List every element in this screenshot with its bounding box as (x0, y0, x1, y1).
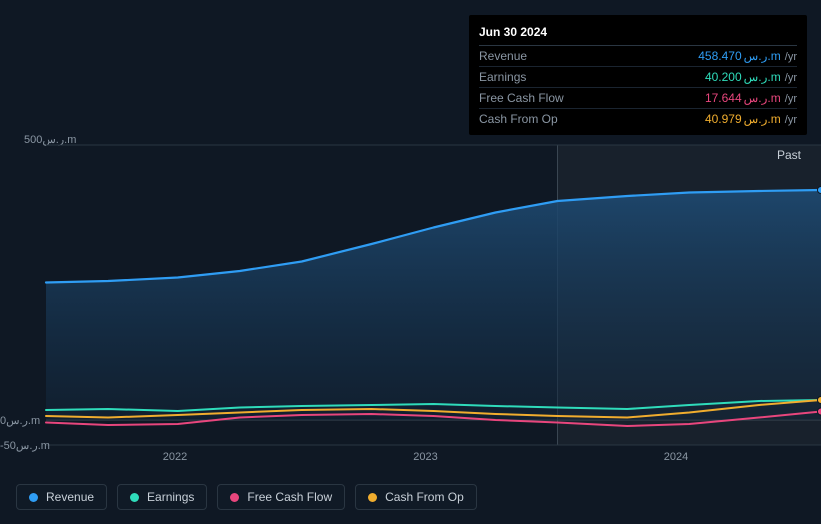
tooltip-row: Cash From Op 40.979ر.س.m/yr (479, 109, 797, 129)
y-axis-label: -50ر.س.m (0, 439, 44, 452)
tooltip-metric-label: Free Cash Flow (479, 91, 564, 105)
x-axis-label: 2023 (413, 451, 437, 463)
legend-item-earnings[interactable]: Earnings (117, 484, 207, 510)
x-axis-label: 2022 (163, 451, 187, 463)
legend-label: Cash From Op (385, 490, 464, 504)
tooltip-date: Jun 30 2024 (479, 21, 797, 46)
legend-dot-icon (368, 493, 377, 502)
legend-label: Revenue (46, 490, 94, 504)
chart-svg (46, 145, 821, 445)
tooltip-metric-value: 458.470ر.س.m/yr (698, 49, 797, 63)
tooltip-row: Revenue 458.470ر.س.m/yr (479, 46, 797, 67)
tooltip-metric-value: 17.644ر.س.m/yr (705, 91, 797, 105)
legend-label: Free Cash Flow (247, 490, 332, 504)
x-axis-label: 2024 (664, 451, 688, 463)
tooltip-metric-value: 40.200ر.س.m/yr (705, 70, 797, 84)
tooltip-row: Earnings 40.200ر.س.m/yr (479, 67, 797, 88)
legend-item-free-cash-flow[interactable]: Free Cash Flow (217, 484, 345, 510)
legend: Revenue Earnings Free Cash Flow Cash From O… (16, 484, 477, 510)
tooltip-metric-label: Cash From Op (479, 112, 558, 126)
legend-item-cash-from-op[interactable]: Cash From Op (355, 484, 477, 510)
legend-label: Earnings (147, 490, 194, 504)
tooltip-metric-label: Earnings (479, 70, 526, 84)
tooltip-metric-label: Revenue (479, 49, 527, 63)
tooltip-row: Free Cash Flow 17.644ر.س.m/yr (479, 88, 797, 109)
chart-tooltip: Jun 30 2024 Revenue 458.470ر.س.m/yr Earnin… (469, 15, 807, 135)
past-label: Past (777, 148, 801, 162)
legend-item-revenue[interactable]: Revenue (16, 484, 107, 510)
y-axis-label: 0ر.س.m (0, 414, 44, 427)
legend-dot-icon (230, 493, 239, 502)
tooltip-metric-value: 40.979ر.س.m/yr (705, 112, 797, 126)
x-axis: 2022 2023 2024 (46, 451, 805, 467)
legend-dot-icon (29, 493, 38, 502)
chart-plot: 0ر.س.m -50ر.س.m (46, 145, 821, 445)
legend-dot-icon (130, 493, 139, 502)
